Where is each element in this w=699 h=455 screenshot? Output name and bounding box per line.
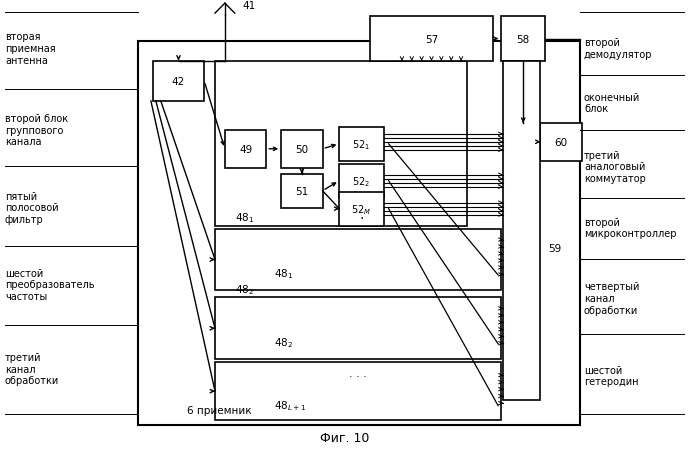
Text: четвертый
канал
обработки: четвертый канал обработки — [584, 282, 640, 315]
Bar — [215, 298, 501, 359]
Bar — [339, 192, 384, 226]
Bar — [540, 124, 582, 162]
Text: $48_2$: $48_2$ — [274, 336, 294, 349]
Bar — [370, 17, 493, 62]
Text: Фиг. 10: Фиг. 10 — [319, 430, 369, 444]
Text: 49: 49 — [239, 144, 252, 154]
Text: второй
демодулятор: второй демодулятор — [584, 38, 652, 60]
Text: $52_1$: $52_1$ — [352, 137, 370, 152]
Text: второй
микроконтроллер: второй микроконтроллер — [584, 217, 677, 239]
Bar — [215, 363, 501, 420]
Text: 50: 50 — [295, 144, 308, 154]
Bar — [281, 174, 322, 208]
Text: вторая
приемная
антенна: вторая приемная антенна — [5, 32, 55, 66]
Text: второй блок
группового
канала: второй блок группового канала — [5, 114, 68, 147]
Text: .: . — [359, 207, 363, 221]
Text: 57: 57 — [425, 35, 438, 45]
Text: оконечный
блок: оконечный блок — [584, 92, 640, 114]
Text: 42: 42 — [172, 77, 185, 87]
Bar — [503, 62, 540, 400]
Bar — [339, 164, 384, 198]
Text: шестой
гетеродин: шестой гетеродин — [584, 365, 638, 386]
Text: $52_2$: $52_2$ — [352, 174, 370, 188]
Bar — [225, 131, 266, 168]
Text: 59: 59 — [549, 243, 561, 253]
Text: $48_1$: $48_1$ — [274, 267, 294, 281]
Bar — [501, 17, 545, 62]
Text: шестой
преобразователь
частоты: шестой преобразователь частоты — [5, 268, 94, 301]
Text: $52_M$: $52_M$ — [352, 202, 372, 216]
Text: пятый
полосовой
фильтр: пятый полосовой фильтр — [5, 191, 59, 224]
Text: третий
канал
обработки: третий канал обработки — [5, 352, 59, 385]
Bar — [138, 42, 580, 425]
Text: 6 приемник: 6 приемник — [187, 405, 252, 415]
Bar — [281, 131, 322, 168]
Text: 51: 51 — [295, 186, 308, 196]
Text: 58: 58 — [517, 35, 530, 45]
Text: третий
аналоговый
коммутатор: третий аналоговый коммутатор — [584, 150, 646, 183]
Bar — [215, 229, 501, 291]
Text: . . .: . . . — [349, 369, 367, 379]
Text: $48_1$: $48_1$ — [235, 210, 254, 224]
Text: $48_2$: $48_2$ — [235, 283, 254, 297]
Text: 41: 41 — [243, 1, 256, 11]
Text: 60: 60 — [554, 137, 568, 147]
Text: $48_{L+1}$: $48_{L+1}$ — [274, 399, 306, 412]
Bar — [215, 62, 466, 226]
Bar — [339, 127, 384, 162]
Bar — [153, 62, 204, 101]
